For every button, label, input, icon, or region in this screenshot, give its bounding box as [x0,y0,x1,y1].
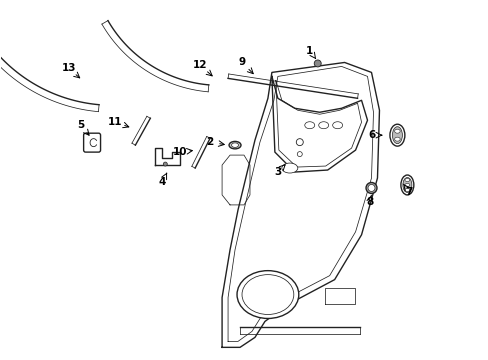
Ellipse shape [297,152,302,157]
Text: 9: 9 [238,58,245,67]
Text: 2: 2 [206,137,213,147]
Text: 1: 1 [305,45,313,55]
Text: 6: 6 [367,130,374,140]
Ellipse shape [404,179,409,181]
Text: 12: 12 [193,60,207,71]
Text: 3: 3 [274,167,281,177]
Ellipse shape [404,184,409,186]
Ellipse shape [304,122,314,129]
Ellipse shape [402,177,411,193]
Ellipse shape [332,122,342,129]
Ellipse shape [392,127,402,144]
Text: 5: 5 [77,120,84,130]
Ellipse shape [400,175,413,195]
Ellipse shape [318,122,328,129]
Text: 4: 4 [158,177,165,187]
Ellipse shape [237,271,298,319]
Ellipse shape [367,184,374,192]
FancyBboxPatch shape [83,133,101,152]
Ellipse shape [366,183,376,193]
Ellipse shape [163,162,167,166]
Ellipse shape [242,275,293,315]
Ellipse shape [314,60,321,67]
Ellipse shape [296,139,303,146]
Ellipse shape [228,141,241,149]
Text: 13: 13 [61,63,76,73]
Text: 11: 11 [108,117,122,127]
Ellipse shape [394,129,399,133]
Text: 8: 8 [365,197,372,207]
Ellipse shape [281,163,297,173]
Text: 10: 10 [173,147,187,157]
Ellipse shape [231,143,238,147]
Text: 7: 7 [405,187,412,197]
Ellipse shape [404,189,409,192]
Ellipse shape [394,137,399,141]
Ellipse shape [389,124,404,146]
